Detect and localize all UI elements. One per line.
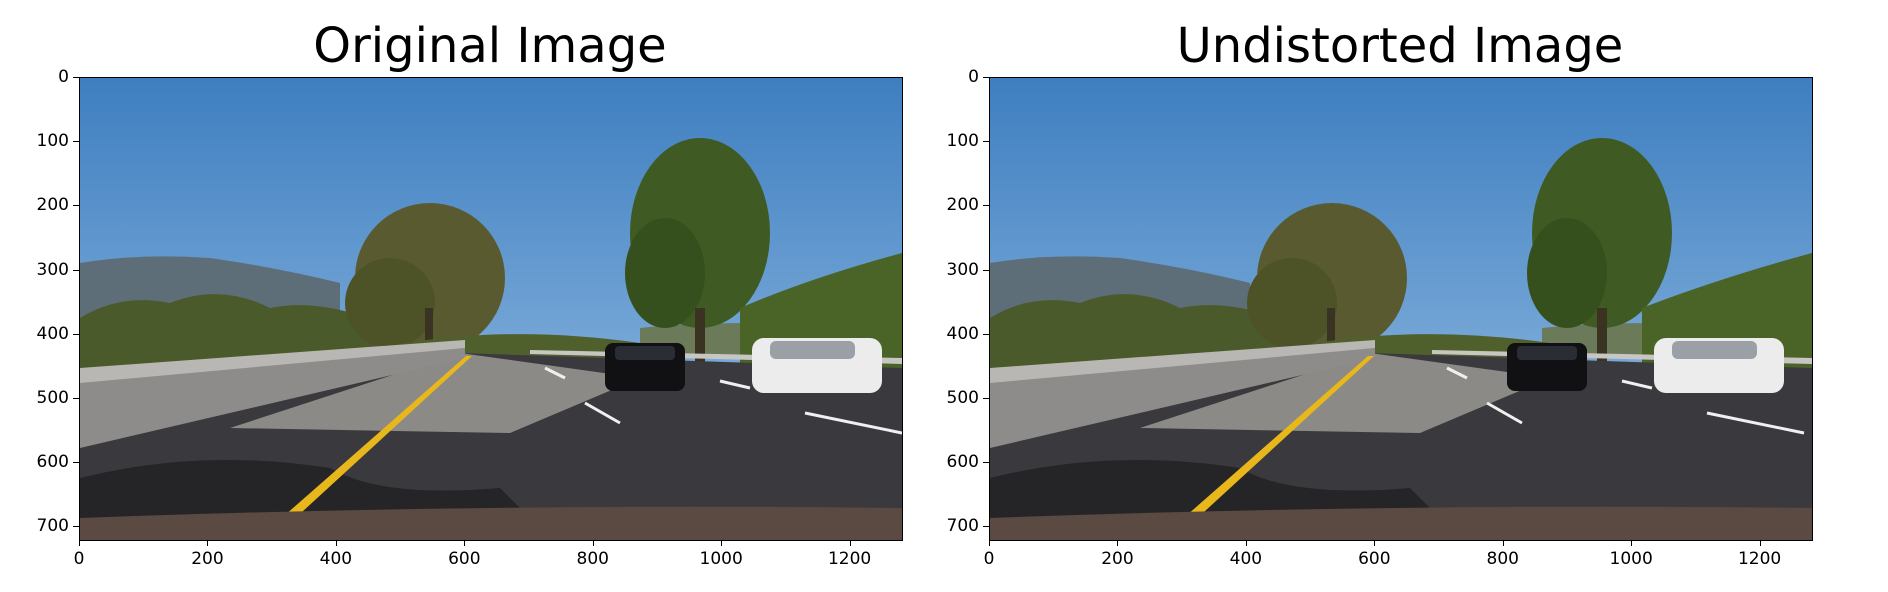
x-tick-mark — [1117, 540, 1119, 546]
road-photo-original — [80, 78, 902, 540]
x-tick-label: 200 — [191, 549, 224, 569]
y-tick-mark — [73, 333, 79, 335]
x-tick-mark — [335, 540, 337, 546]
x-tick-label: 400 — [319, 549, 353, 569]
y-tick-label: 0 — [58, 67, 69, 87]
y-tick-label: 500 — [946, 387, 979, 408]
x-tick-label: 1200 — [827, 549, 872, 569]
road-photo-undistorted — [990, 78, 1812, 540]
y-tick-label: 0 — [968, 67, 979, 87]
y-tick-mark — [983, 77, 989, 78]
y-tick-mark — [983, 141, 989, 143]
panel-title: Undistorted Image — [1176, 18, 1624, 74]
y-tick-label: 500 — [36, 387, 69, 408]
image-frame — [989, 77, 1813, 541]
y-tick-label: 200 — [36, 195, 69, 216]
y-tick-label: 600 — [946, 452, 979, 472]
image-frame — [79, 77, 903, 541]
x-tick-mark — [592, 540, 594, 546]
x-tick-mark — [1374, 540, 1376, 546]
x-tick-mark — [79, 540, 80, 546]
y-tick-label: 300 — [36, 259, 69, 280]
y-tick-mark — [983, 397, 989, 399]
y-tick-mark — [983, 205, 989, 207]
y-tick-label: 200 — [946, 195, 979, 216]
y-tick-mark — [73, 526, 79, 528]
y-tick-mark — [73, 462, 79, 463]
y-tick-label: 100 — [946, 131, 979, 152]
y-tick-mark — [73, 77, 79, 78]
panel-title: Original Image — [313, 18, 667, 74]
y-tick-label: 100 — [36, 131, 69, 152]
x-tick-label: 800 — [1486, 549, 1519, 569]
x-tick-mark — [989, 540, 990, 546]
x-tick-mark — [1245, 540, 1247, 546]
y-tick-label: 600 — [36, 452, 69, 472]
y-tick-mark — [73, 141, 79, 143]
x-tick-label: 800 — [576, 549, 609, 569]
y-tick-mark — [73, 397, 79, 399]
y-tick-mark — [73, 269, 79, 271]
x-tick-mark — [464, 540, 466, 546]
y-tick-label: 300 — [946, 259, 979, 280]
y-tick-label: 400 — [946, 323, 979, 344]
x-tick-mark — [1631, 540, 1633, 546]
y-tick-mark — [983, 526, 989, 528]
x-tick-label: 200 — [1101, 549, 1134, 569]
x-tick-label: 1000 — [1609, 549, 1653, 569]
x-tick-mark — [207, 540, 209, 546]
y-tick-mark — [983, 462, 989, 463]
y-tick-label: 400 — [36, 323, 69, 344]
x-tick-mark — [721, 540, 723, 546]
x-tick-label: 600 — [448, 549, 481, 569]
y-tick-label: 700 — [36, 516, 69, 537]
y-tick-mark — [983, 269, 989, 271]
x-tick-label: 0 — [73, 549, 85, 569]
x-tick-mark — [1759, 540, 1761, 546]
x-tick-label: 400 — [1229, 549, 1263, 569]
y-tick-mark — [983, 333, 989, 335]
x-tick-label: 600 — [1358, 549, 1391, 569]
y-tick-label: 700 — [946, 516, 979, 537]
x-tick-mark — [849, 540, 851, 546]
x-tick-label: 1200 — [1737, 549, 1782, 569]
x-tick-mark — [1502, 540, 1504, 546]
y-tick-mark — [73, 205, 79, 207]
x-tick-label: 0 — [983, 549, 995, 569]
x-tick-label: 1000 — [699, 549, 743, 569]
